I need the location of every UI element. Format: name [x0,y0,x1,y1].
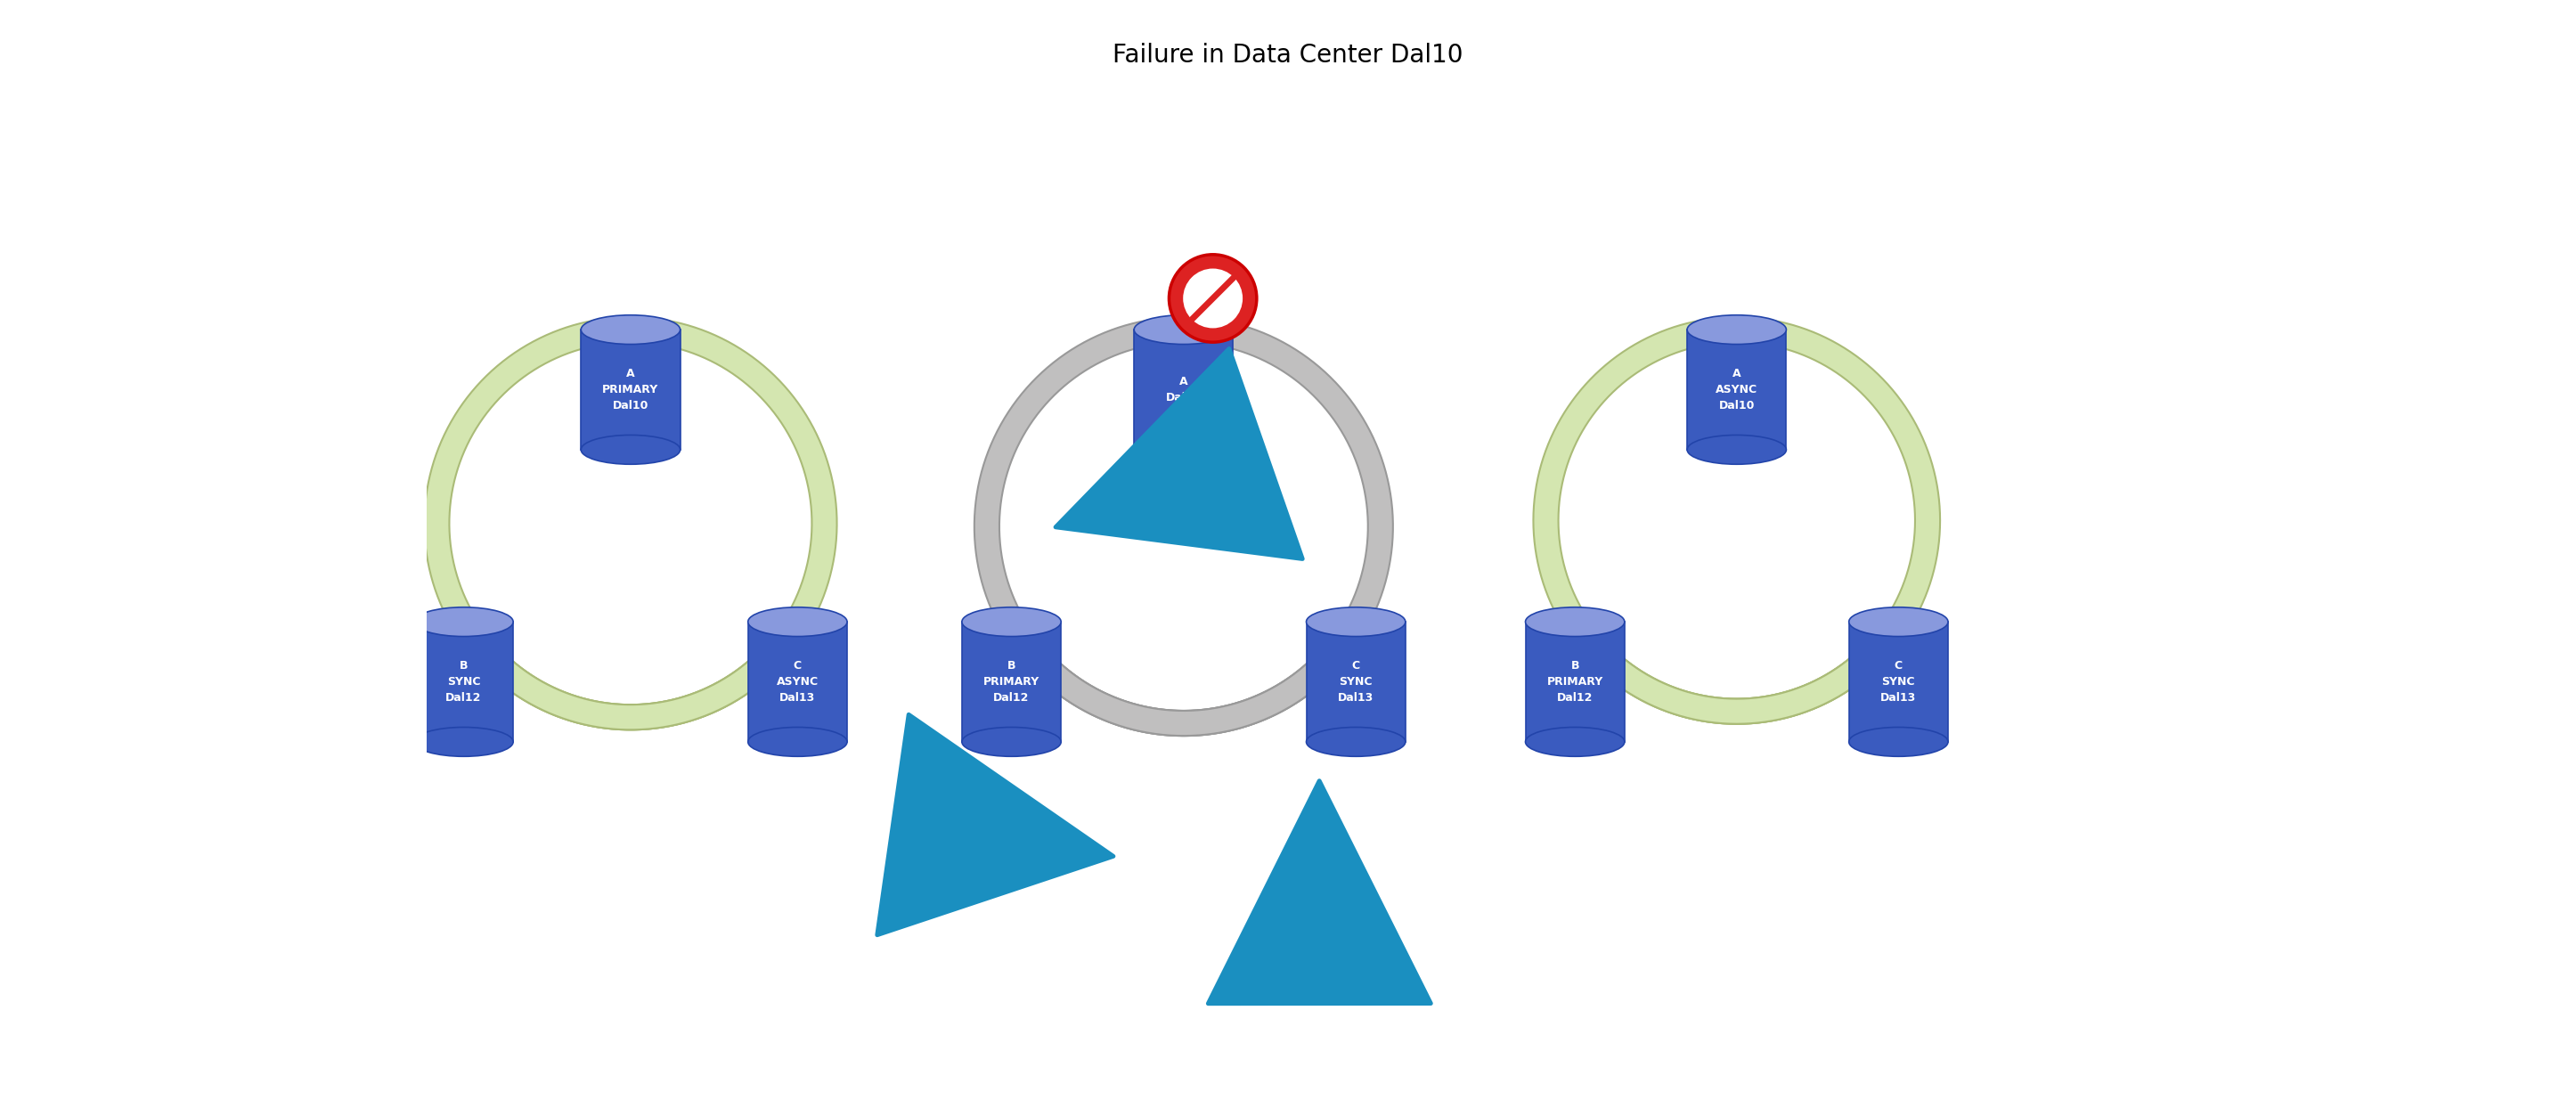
Ellipse shape [1687,435,1785,464]
Polygon shape [1850,622,1947,742]
Circle shape [1182,268,1242,328]
Polygon shape [999,317,1394,736]
Ellipse shape [1525,727,1625,757]
Ellipse shape [415,607,513,636]
Text: A
PRIMARY
Dal10: A PRIMARY Dal10 [603,368,659,411]
Ellipse shape [1687,315,1785,345]
FancyArrowPatch shape [1056,349,1303,558]
Ellipse shape [1306,607,1406,636]
Polygon shape [415,622,513,742]
Polygon shape [1687,330,1785,450]
Ellipse shape [961,607,1061,636]
Circle shape [1170,255,1257,342]
Ellipse shape [415,727,513,757]
Polygon shape [961,622,1061,742]
Polygon shape [425,317,809,730]
Ellipse shape [747,727,848,757]
Polygon shape [453,317,837,730]
FancyArrowPatch shape [1208,781,1430,1004]
Text: Failure in Data Center Dal10: Failure in Data Center Dal10 [1113,43,1463,68]
Ellipse shape [747,607,848,636]
Ellipse shape [1133,435,1234,464]
Polygon shape [999,616,1368,736]
Text: A
Dal10: A Dal10 [1167,376,1200,403]
Ellipse shape [1850,727,1947,757]
Polygon shape [1306,622,1406,742]
Text: C
SYNC
Dal13: C SYNC Dal13 [1880,660,1917,704]
Polygon shape [974,317,1368,736]
Polygon shape [1564,317,1940,724]
Polygon shape [1133,330,1234,450]
Polygon shape [453,615,809,730]
Text: A
ASYNC
Dal10: A ASYNC Dal10 [1716,368,1757,411]
Text: B
PRIMARY
Dal12: B PRIMARY Dal12 [984,660,1041,704]
Text: B
PRIMARY
Dal12: B PRIMARY Dal12 [1546,660,1602,704]
Polygon shape [1564,615,1909,724]
Ellipse shape [582,315,680,345]
Ellipse shape [1525,607,1625,636]
Polygon shape [1525,622,1625,742]
Text: C
ASYNC
Dal13: C ASYNC Dal13 [775,660,819,704]
Ellipse shape [582,435,680,464]
FancyArrowPatch shape [878,715,1113,935]
Polygon shape [1533,317,1909,724]
Ellipse shape [1306,727,1406,757]
Ellipse shape [961,727,1061,757]
Ellipse shape [1133,315,1234,345]
Text: C
SYNC
Dal13: C SYNC Dal13 [1337,660,1373,704]
Polygon shape [582,330,680,450]
Text: B
SYNC
Dal12: B SYNC Dal12 [446,660,482,704]
Polygon shape [747,622,848,742]
Ellipse shape [1850,607,1947,636]
